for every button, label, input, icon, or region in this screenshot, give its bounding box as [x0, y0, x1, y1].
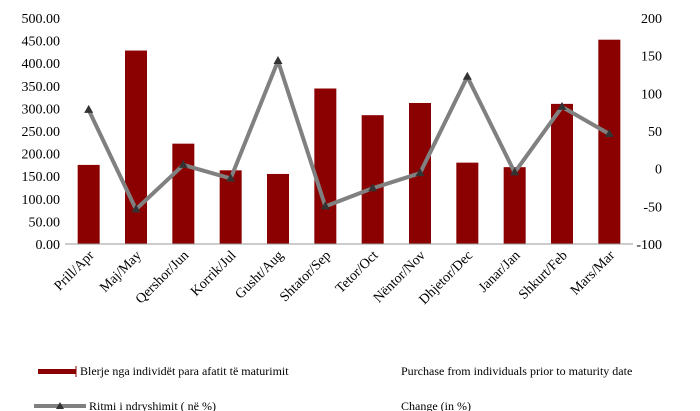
- left-tick-label: 250.00: [22, 125, 61, 140]
- change-line: [86, 58, 611, 212]
- left-tick-label: 0.00: [36, 238, 61, 253]
- bar: [172, 143, 195, 244]
- legend-line-label-en: Change (in %): [401, 399, 471, 411]
- line-point: [510, 167, 520, 176]
- category-label: Tetor/Oct: [333, 248, 381, 296]
- legend-bar-label-en: Purchase from individuals prior to matur…: [401, 364, 632, 378]
- line-point: [415, 168, 425, 177]
- line-point: [368, 183, 378, 192]
- left-tick-label: 450.00: [22, 35, 61, 50]
- line-point: [604, 129, 614, 138]
- bar: [77, 164, 100, 244]
- x-axis-labels: Prill/Apr Maj/MayQershor/JunKorrik/JulGus…: [52, 248, 619, 308]
- legend: Blerje nga individët para afatit të matu…: [34, 364, 632, 411]
- bar: [456, 162, 479, 244]
- left-tick-label: 500.00: [22, 12, 61, 27]
- bar: [503, 167, 526, 244]
- left-tick-label: 50.00: [29, 215, 61, 230]
- category-label: Shkurt/Feb: [516, 248, 571, 303]
- bar: [125, 50, 147, 244]
- right-tick-label: -50: [643, 200, 662, 215]
- category-label: Mars/Mar: [568, 248, 618, 298]
- category-label: Prill/Apr: [52, 248, 98, 294]
- category-label: Janar/Jan: [476, 248, 523, 295]
- left-tick-label: 100.00: [22, 193, 61, 208]
- right-tick-label: 150: [641, 50, 662, 65]
- bar-series: [77, 39, 621, 245]
- line-point: [226, 173, 236, 182]
- bar: [219, 170, 242, 244]
- legend-line-label: Ritmi i ndryshimit ( në %): [89, 399, 216, 411]
- line-point: [178, 159, 188, 168]
- bar: [598, 39, 621, 244]
- line-series: [84, 55, 614, 213]
- left-tick-label: 400.00: [22, 57, 61, 72]
- right-tick-label: 200: [641, 12, 662, 27]
- bar: [551, 103, 573, 244]
- right-tick-label: 100: [641, 87, 662, 102]
- left-y-axis: 0.00 50.00 100.00 150.00 200.00 250.00 300.00 3…: [22, 12, 61, 253]
- legend-bar-swatch: [38, 369, 76, 374]
- legend-triangle-marker-icon: [56, 402, 64, 409]
- right-tick-label: 50: [648, 125, 662, 140]
- right-tick-label: -100: [636, 238, 662, 253]
- bar: [314, 88, 337, 245]
- line-point: [273, 55, 283, 64]
- line-point: [557, 101, 567, 110]
- line-point: [462, 71, 472, 80]
- line-point: [131, 204, 141, 213]
- category-label: Maj/May: [97, 248, 144, 295]
- left-tick-label: 350.00: [22, 80, 61, 95]
- left-tick-label: 300.00: [22, 102, 61, 117]
- left-tick-label: 200.00: [22, 148, 61, 163]
- left-tick-label: 150.00: [22, 170, 61, 185]
- line-point: [320, 201, 330, 210]
- category-label: Shtator/Sep: [277, 248, 334, 305]
- bar: [361, 115, 384, 245]
- right-tick-label: 0: [655, 163, 662, 178]
- right-y-axis: -100 -50 0 50 100 150 200: [636, 12, 662, 253]
- line-point: [84, 104, 94, 113]
- bar: [267, 173, 289, 244]
- legend-bar-label: Blerje nga individët para afatit të matu…: [80, 364, 289, 378]
